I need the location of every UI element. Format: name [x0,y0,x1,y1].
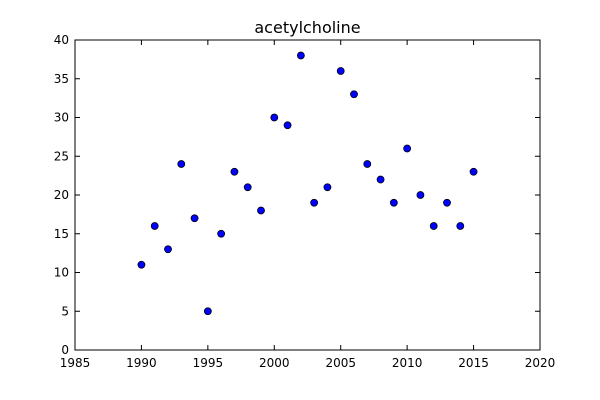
data-point [296,51,305,60]
x-tick-label: 1995 [193,356,224,370]
y-tick-label: 0 [61,343,69,357]
data-point [336,67,345,75]
data-point [416,191,425,199]
y-tick-label: 10 [54,266,69,280]
x-tick-label: 2005 [325,356,356,370]
data-point [190,214,199,223]
data-point [150,222,159,230]
data-point [203,307,212,316]
data-point [257,206,265,215]
x-tick-label: 2015 [458,356,489,370]
data-point [429,222,438,230]
y-tick-label: 5 [61,304,69,318]
plot-area-frame [74,39,541,351]
y-tick-label: 35 [54,72,69,86]
x-tick-label: 1985 [60,356,91,370]
chart-title: acetylcholine [254,18,360,37]
data-point [456,222,465,230]
data-point [376,175,385,184]
data-point [283,121,292,130]
data-point [443,198,451,207]
y-tick-label: 20 [54,188,69,202]
y-tick-label: 30 [54,111,69,125]
data-point [323,183,332,192]
data-point [469,167,478,176]
y-tick-label: 15 [54,227,69,241]
data-point [243,183,252,192]
x-tick-label: 2020 [525,356,556,370]
data-point [363,160,372,168]
axis-ticks: 1985 1990 1995 2000 2005 2010 2015 2020 0 5 10 15 20… [54,33,556,370]
data-point [137,260,146,269]
data-point [164,245,172,254]
data-point [403,144,412,153]
data-point [177,160,186,168]
data-point [217,229,226,238]
y-tick-label: 25 [54,149,69,163]
x-tick-label: 2000 [259,356,290,370]
y-tick-label: 40 [54,33,69,47]
data-point [270,113,279,122]
x-tick-label: 1990 [126,356,157,370]
data-points [137,51,478,316]
x-tick-label: 2010 [392,356,423,370]
data-point [230,167,239,176]
data-point [389,198,398,207]
data-point [310,198,319,207]
data-point [350,90,358,99]
